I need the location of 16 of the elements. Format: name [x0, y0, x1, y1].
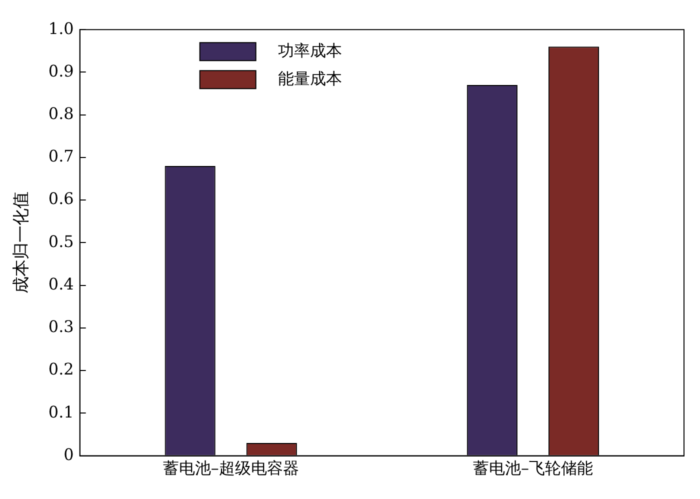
y-tick-label: 0.5 — [48, 232, 74, 251]
y-tick-label: 0.4 — [48, 274, 74, 294]
y-tick-label: 0 — [64, 444, 74, 464]
y-tick-label: 0.3 — [48, 317, 74, 336]
x-tick-label: 蓄电池–超级电容器 — [162, 458, 299, 478]
x-tick-label: 蓄电池–飞轮储能 — [472, 458, 593, 478]
y-axis-title: 成本归一化值 — [12, 192, 32, 294]
y-tick-label: 0.9 — [48, 61, 74, 80]
legend-label: 功率成本 — [278, 40, 342, 60]
y-tick-label: 1.0 — [48, 18, 74, 38]
y-tick-label: 0.6 — [48, 189, 74, 208]
y-tick-label: 0.2 — [48, 360, 74, 379]
y-tick-label: 0.1 — [48, 402, 74, 422]
y-tick-label: 0.7 — [48, 146, 74, 166]
y-tick-label: 0.8 — [48, 104, 74, 123]
legend-label: 能量成本 — [278, 68, 342, 88]
